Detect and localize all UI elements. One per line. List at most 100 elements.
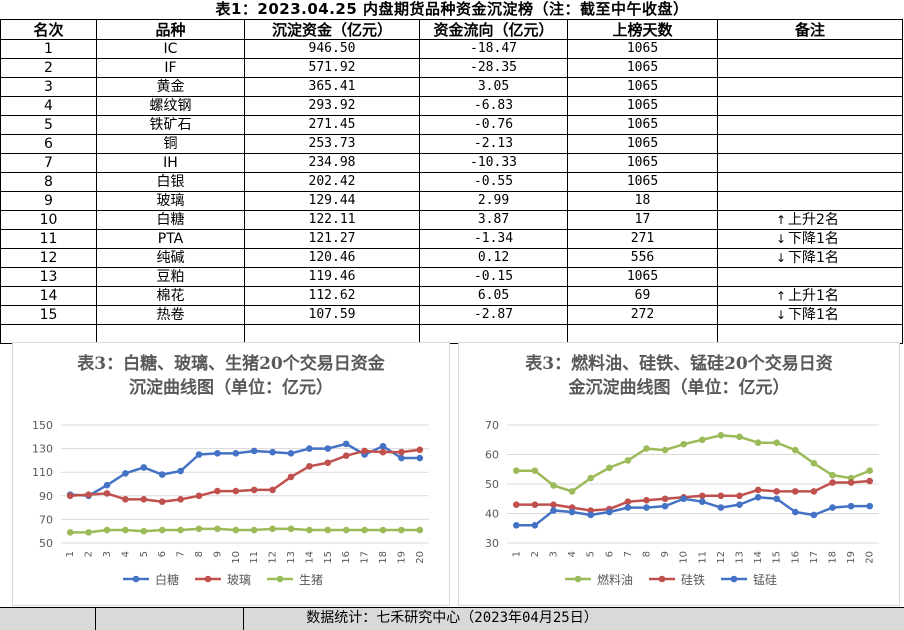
data-point [287, 525, 295, 533]
cell-amount: 234.98 [244, 153, 420, 173]
cell-name: IF [96, 58, 245, 78]
arrow-down-icon: ↓ [776, 251, 787, 265]
cell-days: 1065 [567, 96, 718, 116]
table-title: 表1：2023.04.25 内盘期货品种资金沉淀榜（注：截至中午收盘） [215, 0, 689, 18]
x-tick-label: 19 [396, 551, 407, 564]
note-text: 上升2名 [788, 212, 839, 228]
cell-name: 螺纹钢 [96, 96, 245, 116]
cell-flow: -18.47 [419, 39, 568, 59]
cell-rank: 5 [0, 115, 97, 135]
legend-label: 白糖 [155, 572, 179, 587]
x-tick-label: 7 [176, 551, 187, 557]
data-point [829, 471, 836, 479]
cell-amount: 129.44 [244, 191, 420, 211]
legend-marker [204, 575, 212, 583]
data-point [158, 498, 166, 505]
data-point [232, 526, 240, 534]
cell-flow: -0.55 [419, 172, 568, 192]
cell-flow: 6.05 [419, 286, 568, 306]
x-tick-label: 7 [623, 551, 634, 557]
cell-rank: 14 [0, 286, 97, 306]
cell-name: 白糖 [96, 210, 245, 230]
x-tick-label: 12 [716, 551, 727, 564]
col-header-days: 上榜天数 [567, 19, 718, 40]
cell-days: 272 [567, 305, 718, 325]
arrow-down-icon: ↓ [776, 308, 787, 322]
table-row: 12 纯碱 120.46 0.12 556 ↓ 下降1名 [0, 248, 903, 268]
data-point [324, 459, 332, 467]
note-text: 下降1名 [788, 231, 839, 247]
empty-row [0, 324, 903, 344]
cell-note [717, 153, 903, 173]
cell-rank: 8 [0, 172, 97, 192]
data-point [717, 492, 725, 500]
footer-source: 数据统计：七禾研究中心（2023年04月25日） [306, 610, 598, 626]
cell-days: 1065 [567, 172, 718, 192]
cell-name: 棉花 [96, 286, 245, 306]
data-point [342, 526, 350, 534]
x-tick-label: 14 [304, 551, 315, 564]
data-point [103, 490, 111, 497]
x-tick-label: 14 [753, 551, 764, 564]
data-point [680, 495, 687, 503]
footer-row [0, 607, 904, 630]
table-row: 10 白糖 122.11 3.87 17 ↑ 上升2名 [0, 210, 903, 230]
cell-rank: 4 [0, 96, 97, 116]
cell-rank: 1 [0, 39, 97, 59]
data-point [810, 488, 818, 495]
cell-rank: 7 [0, 153, 97, 173]
data-point [361, 526, 368, 534]
data-point [531, 501, 539, 508]
cell-note [717, 172, 903, 192]
legend-marker [574, 575, 582, 583]
data-point [531, 467, 539, 475]
x-tick-label: 15 [323, 551, 334, 564]
cell-flow: 2.99 [419, 191, 568, 211]
y-tick-label: 130 [32, 443, 53, 456]
x-tick-label: 8 [642, 551, 653, 557]
data-point [661, 446, 669, 454]
cell-name: 玻璃 [96, 191, 245, 211]
data-point [661, 495, 669, 503]
chart-fueloil-ferrosilicon-silicomanganese: 表3：燃料油、硅铁、锰硅20个交易日资 金沉淀曲线图（单位：亿元） 30 40 50 60… [458, 342, 900, 606]
data-point [606, 508, 613, 516]
x-tick-label: 10 [231, 551, 242, 564]
data-point [214, 487, 221, 495]
x-tick-label: 10 [679, 551, 690, 564]
cell-days: 69 [567, 286, 718, 306]
y-tick-label: 90 [39, 490, 53, 503]
arrow-down-icon: ↓ [776, 232, 787, 246]
cell-note: ↓ 下降1名 [717, 229, 903, 249]
data-point [287, 450, 295, 457]
cell-days: 1065 [567, 58, 718, 78]
data-point [122, 496, 129, 503]
legend-label: 燃料油 [597, 572, 633, 587]
x-tick-label: 4 [567, 551, 578, 557]
x-tick-label: 9 [660, 551, 671, 557]
col-header-flow: 资金流向（亿元） [419, 19, 568, 40]
series-line [516, 434, 871, 493]
cell-amount: 946.50 [244, 39, 420, 59]
data-point [140, 527, 148, 535]
data-point [624, 457, 632, 464]
data-point [513, 522, 520, 529]
table-row: 4 螺纹钢 293.92 -6.83 1065 [0, 96, 903, 116]
data-point [324, 445, 332, 452]
cell-name: IH [96, 153, 245, 173]
data-point [866, 502, 873, 510]
cell-rank: 9 [0, 191, 97, 211]
data-point [829, 504, 836, 511]
table-row: 9 玻璃 129.44 2.99 18 [0, 191, 903, 211]
data-point [736, 492, 743, 500]
data-point [661, 502, 669, 510]
x-tick-label: 5 [139, 551, 150, 557]
x-tick-label: 5 [586, 551, 597, 557]
x-tick-label: 6 [157, 551, 168, 557]
data-point [587, 474, 594, 482]
data-point [103, 526, 111, 534]
cell-rank: 2 [0, 58, 97, 78]
data-point [810, 460, 818, 467]
data-point [122, 526, 129, 534]
data-point [195, 451, 203, 458]
data-point [342, 452, 350, 459]
